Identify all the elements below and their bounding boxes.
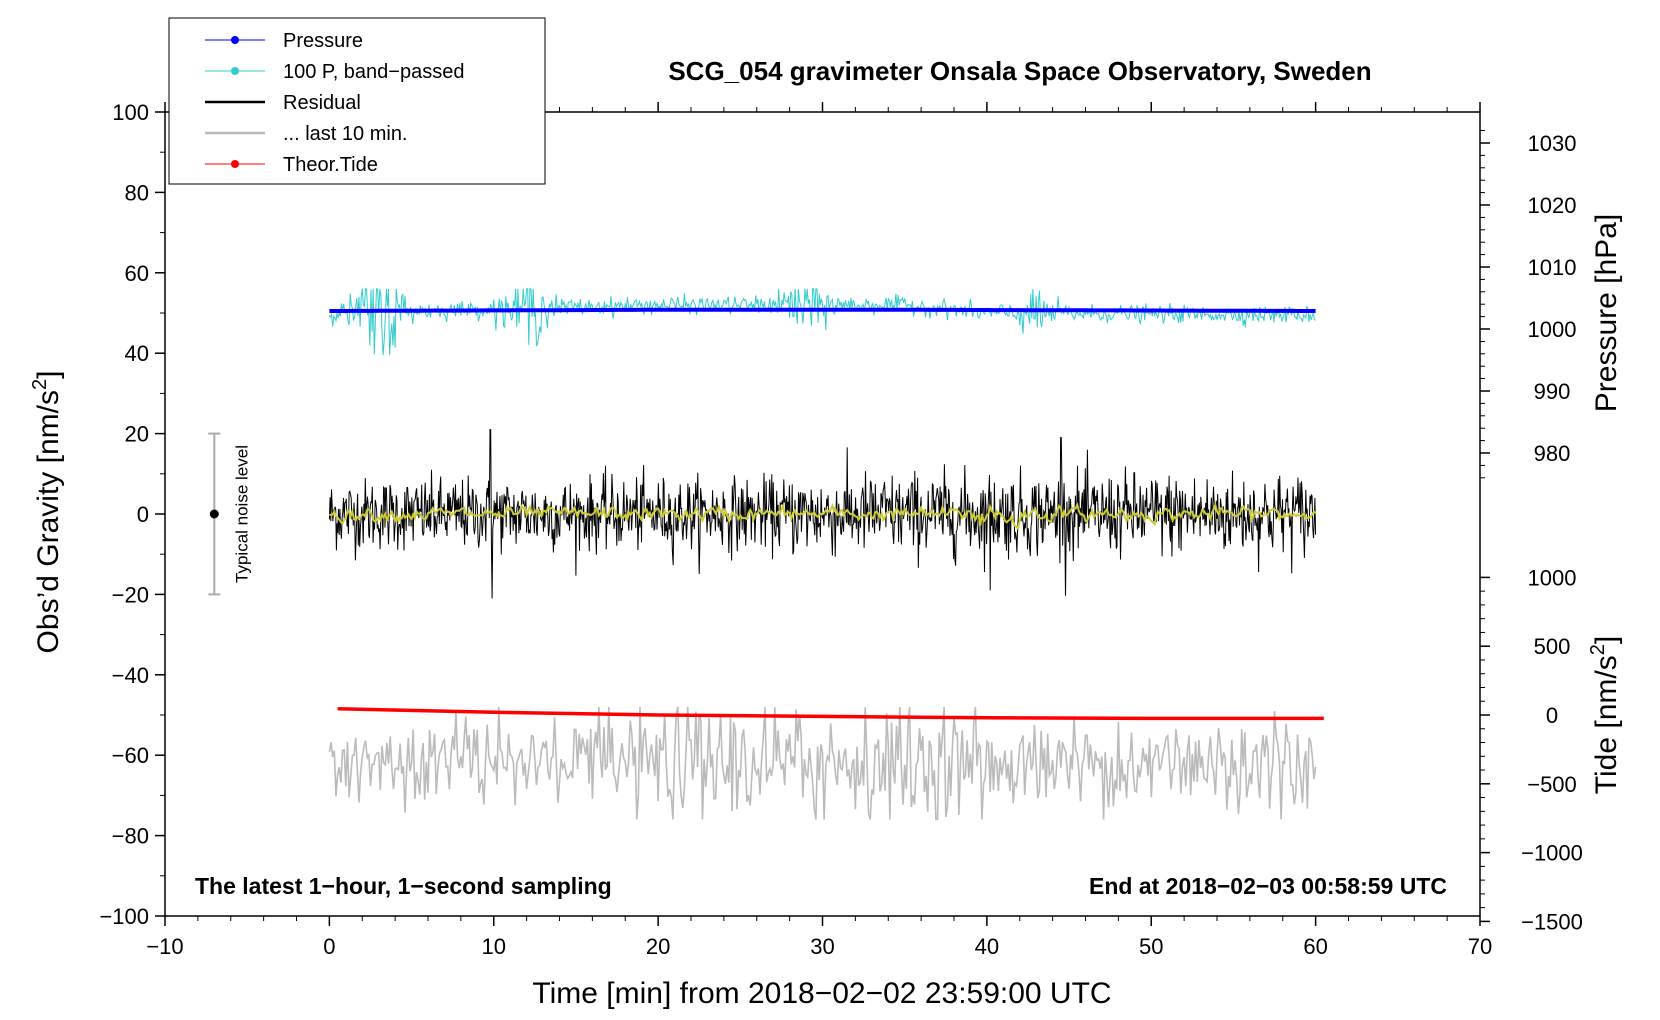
end-time-note: End at 2018−02−03 00:58:59 UTC <box>1089 873 1447 899</box>
pressure-tick-label: 1010 <box>1528 255 1577 280</box>
y-axis-tide-title-close: ] <box>1590 636 1623 644</box>
y-tick-label: −100 <box>99 904 149 929</box>
residual-smoothed-line <box>329 501 1317 531</box>
y-tick-label: 20 <box>125 422 149 447</box>
tide-tick-label: 1000 <box>1528 565 1577 590</box>
y-axis-left-title-main: Obs’d Gravity [nm/s <box>32 390 65 653</box>
y-tick-label: 80 <box>125 180 149 205</box>
legend: Pressure 100 P, band−passed Residual ... la… <box>168 17 546 185</box>
pressure-tick-label: 1020 <box>1528 193 1577 218</box>
x-tick-label: 70 <box>1468 934 1492 959</box>
axis-layer: −10 0 10 20 30 40 50 60 70100806040200−20−40−60−… <box>99 100 1582 959</box>
y-tick-label: 0 <box>137 502 149 527</box>
tide-tick-label: −500 <box>1527 772 1577 797</box>
legend-label: ... last 10 min. <box>283 123 408 145</box>
pressure-tick-label: 1030 <box>1528 131 1577 156</box>
noise-bar-center-dot <box>209 509 219 519</box>
x-tick-label: 20 <box>646 934 670 959</box>
y-tick-label: −60 <box>112 743 149 768</box>
x-tick-label: 30 <box>810 934 834 959</box>
pressure-line <box>329 307 1316 313</box>
noise-bar-label: Typical noise level <box>232 445 251 583</box>
y-tick-label: 40 <box>125 341 149 366</box>
y-tick-label: 100 <box>112 100 149 125</box>
x-tick-label: 50 <box>1139 934 1163 959</box>
y-axis-left-title-close: ] <box>32 371 65 379</box>
tide-tick-label: −1500 <box>1521 909 1583 934</box>
noise-level-indicator: Typical noise level <box>208 432 251 596</box>
pressure-tick-label: 1000 <box>1528 317 1577 342</box>
theoretical-tide-line <box>337 707 1324 721</box>
y-axis-left-title: Obs’d Gravity [nm/s2] <box>29 371 65 654</box>
y-tick-label: 60 <box>125 261 149 286</box>
pressure-tick-label: 990 <box>1534 379 1571 404</box>
x-tick-label: 60 <box>1303 934 1327 959</box>
legend-label: 100 P, band−passed <box>283 61 464 83</box>
x-axis-title: Time [min] from 2018−02−02 23:59:00 UTC <box>532 977 1111 1010</box>
tide-tick-label: −1000 <box>1521 841 1583 866</box>
legend-swatch-dot <box>231 160 239 168</box>
legend-swatch-dot <box>231 67 239 75</box>
pressure-tick-label: 980 <box>1534 441 1571 466</box>
sampling-note: The latest 1−hour, 1−second sampling <box>195 873 612 899</box>
y-axis-tide-title: Tide [nm/s2] <box>1587 636 1623 794</box>
y-axis-tide-title-main: Tide [nm/s <box>1590 655 1623 794</box>
last-10-min-line <box>328 706 1317 821</box>
y-tick-label: −40 <box>112 663 149 688</box>
legend-label: Pressure <box>283 30 363 52</box>
legend-label: Theor.Tide <box>283 154 378 176</box>
y-axis-pressure-title: Pressure [hPa] <box>1590 214 1623 412</box>
tide-tick-label: 500 <box>1534 634 1571 659</box>
series-layer <box>328 288 1324 821</box>
legend-label: Residual <box>283 92 361 114</box>
tide-tick-label: 0 <box>1546 703 1558 728</box>
x-tick-label: 40 <box>975 934 999 959</box>
band-passed-pressure-line <box>328 288 1316 356</box>
chart-title: SCG_054 gravimeter Onsala Space Observat… <box>668 56 1371 86</box>
y-axis-tide-title-sup: 2 <box>1587 644 1609 655</box>
y-tick-label: −80 <box>112 824 149 849</box>
x-tick-label: 0 <box>323 934 335 959</box>
y-axis-left-title-sup: 2 <box>29 379 51 390</box>
x-tick-label: −10 <box>146 934 183 959</box>
legend-swatch-dot <box>231 36 239 44</box>
x-tick-label: 10 <box>482 934 506 959</box>
y-tick-label: −20 <box>112 582 149 607</box>
